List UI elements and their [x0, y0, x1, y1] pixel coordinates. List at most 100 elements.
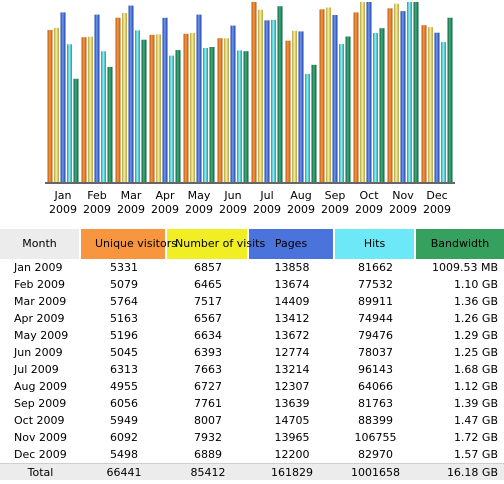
bar-bandwidth-feb [107, 66, 113, 182]
bar-bandwidth-jan [73, 78, 79, 182]
bar-bandwidth-may [209, 47, 215, 182]
month-cell: Sep 2009 [14, 397, 67, 410]
x-tick-year: 2009 [287, 203, 315, 216]
table-row: Mar 2009 5764 7517 14409 89911 1.36 GB [0, 293, 504, 310]
bar-hits-jun [237, 50, 242, 183]
table-row: Nov 2009 6092 7932 13965 106755 1.72 GB [0, 429, 504, 446]
bar-pages-apr [162, 17, 168, 182]
month-cell: Aug 2009 [14, 380, 67, 393]
bar-hits-sep [339, 44, 344, 182]
x-axis-labels: Jan2009Feb2009Mar2009Apr2009May2009Jun20… [49, 189, 451, 216]
hits-cell: 81763 [358, 397, 393, 410]
monthly-history-chart: Jan2009Feb2009Mar2009Apr2009May2009Jun20… [45, 2, 455, 216]
bar-hits-jan [67, 44, 72, 182]
bar-unique-visitors-nov [387, 8, 393, 182]
bar-unique-visitors-jun [217, 38, 223, 183]
x-tick-year: 2009 [355, 203, 383, 216]
hits-cell: 64066 [358, 380, 393, 393]
month-cell: Feb 2009 [14, 278, 65, 291]
bar-hits-mar [135, 30, 140, 183]
total-number-of-visits: 85412 [167, 463, 249, 480]
pages-cell: 13214 [274, 363, 310, 376]
hits-cell: 82970 [358, 448, 393, 461]
x-tick-month: Mar [121, 189, 142, 202]
month-cell: Dec 2009 [14, 448, 67, 461]
unique-visitors-cell: 5498 [110, 448, 138, 461]
hits-column-header[interactable]: Hits [335, 229, 416, 259]
bar-bandwidth-jun [243, 51, 249, 183]
bar-hits-nov [407, 2, 412, 182]
bar-number-of-visits-dec [428, 27, 433, 182]
bar-bandwidth-nov [413, 2, 419, 182]
unique-visitors-column-header[interactable]: Unique visitors [81, 229, 177, 259]
month-cell: Mar 2009 [14, 295, 67, 308]
pages-cell: 13674 [274, 278, 310, 291]
bandwidth-cell: 1.47 GB [453, 414, 498, 427]
bandwidth-cell: 1.12 GB [453, 380, 498, 393]
x-tick-year: 2009 [185, 203, 213, 216]
table-row: Jan 2009 5331 6857 13858 81662 1009.53 MB [0, 259, 504, 276]
pages-cell: 14409 [274, 295, 310, 308]
bar-pages-jan [60, 12, 66, 183]
bandwidth-cell: 1.10 GB [453, 278, 498, 291]
chart-baseline [45, 182, 455, 184]
bandwidth-column-header[interactable]: Bandwidth [416, 229, 504, 259]
bar-bandwidth-aug [311, 64, 317, 182]
x-tick-month: Oct [359, 189, 379, 202]
x-tick-year: 2009 [117, 203, 145, 216]
bar-pages-mar [128, 5, 134, 182]
bar-unique-visitors-dec [421, 25, 427, 183]
month-cell: May 2009 [14, 329, 69, 342]
unique-visitors-cell: 6056 [110, 397, 138, 410]
bar-unique-visitors-aug [285, 40, 291, 183]
bar-hits-may [203, 48, 208, 182]
month-column-header[interactable]: Month [0, 229, 81, 259]
unique-visitors-cell: 5196 [110, 329, 138, 342]
unique-visitors-cell: 5949 [110, 414, 138, 427]
bar-unique-visitors-feb [81, 37, 87, 183]
hits-cell: 88399 [358, 414, 393, 427]
bar-unique-visitors-sep [319, 9, 325, 182]
bar-pages-aug [298, 31, 304, 183]
bar-pages-sep [332, 15, 338, 182]
hits-cell: 89911 [358, 295, 393, 308]
pages-column-header[interactable]: Pages [249, 229, 335, 259]
bandwidth-cell: 1.36 GB [453, 295, 498, 308]
unique-visitors-cell: 6313 [110, 363, 138, 376]
unique-visitors-cell: 4955 [110, 380, 138, 393]
x-tick-year: 2009 [49, 203, 77, 216]
x-tick-month: Jun [223, 189, 241, 202]
bar-number-of-visits-nov [394, 3, 399, 183]
x-tick-month: Apr [155, 189, 175, 202]
bar-pages-dec [434, 32, 440, 183]
x-tick-year: 2009 [151, 203, 179, 216]
bar-hits-jul [271, 19, 276, 183]
bar-number-of-visits-mar [122, 13, 127, 182]
x-tick-month: Aug [290, 189, 311, 202]
number-of-visits-cell: 7663 [194, 363, 222, 376]
bar-hits-dec [441, 42, 446, 182]
total-row: Total 66441 85412 161829 1001658 16.18 G… [0, 463, 504, 480]
month-cell: Jun 2009 [14, 346, 63, 359]
bandwidth-cell: 1.57 GB [453, 448, 498, 461]
unique-visitors-cell: 5331 [110, 261, 138, 274]
bar-group [47, 2, 453, 183]
pages-cell: 13412 [274, 312, 310, 325]
bar-hits-aug [305, 74, 310, 182]
number-of-visits-column-header[interactable]: Number of visits [167, 229, 265, 259]
bar-bandwidth-apr [175, 50, 181, 182]
bar-number-of-visits-jun [224, 38, 229, 182]
hits-cell: 79476 [358, 329, 393, 342]
bar-bandwidth-oct [379, 28, 385, 183]
bar-number-of-visits-oct [360, 2, 365, 182]
monthly-stats-table: Month Unique visitors Number of visits P… [0, 229, 504, 480]
number-of-visits-cell: 6727 [194, 380, 222, 393]
pages-cell: 13965 [274, 431, 310, 444]
bar-number-of-visits-sep [326, 7, 331, 182]
unique-visitors-cell: 5163 [110, 312, 138, 325]
bar-pages-nov [400, 11, 406, 182]
bar-number-of-visits-jan [54, 27, 59, 183]
bandwidth-cell: 1.72 GB [453, 431, 498, 444]
x-tick-year: 2009 [423, 203, 451, 216]
unique-visitors-cell: 6092 [110, 431, 138, 444]
